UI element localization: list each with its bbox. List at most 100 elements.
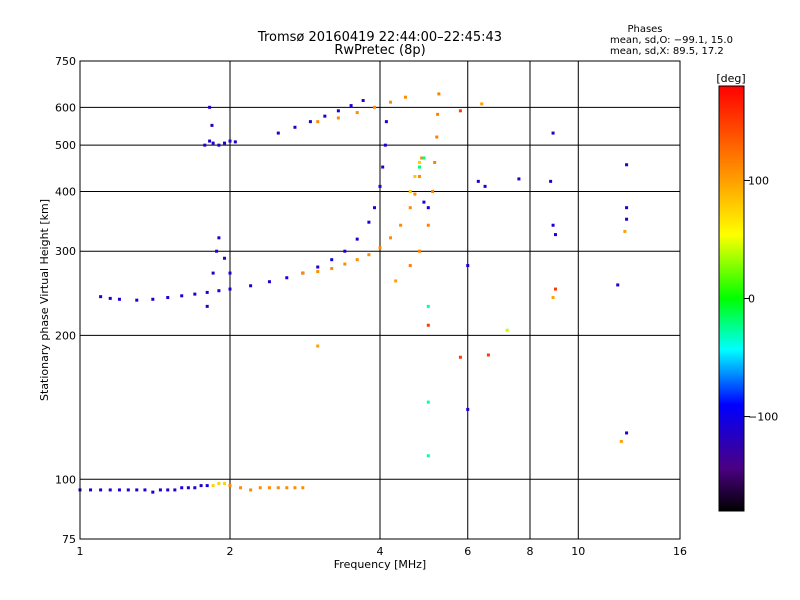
data-point bbox=[285, 276, 289, 280]
data-point bbox=[483, 184, 487, 188]
data-point bbox=[117, 297, 121, 301]
data-point bbox=[384, 120, 388, 124]
data-point bbox=[211, 271, 215, 275]
data-point bbox=[205, 290, 209, 294]
legend-line-x: mean, sd,X: 89.5, 17.2 bbox=[610, 46, 724, 57]
data-point bbox=[135, 298, 139, 302]
data-point bbox=[394, 279, 398, 283]
data-point bbox=[426, 206, 430, 210]
x-ticks: 1 2 4 6 8 10 16 bbox=[77, 545, 688, 558]
data-point bbox=[389, 236, 393, 240]
data-point bbox=[553, 233, 557, 237]
data-point bbox=[367, 220, 371, 224]
data-point bbox=[249, 284, 253, 288]
data-point bbox=[210, 123, 214, 127]
data-point bbox=[108, 296, 112, 300]
data-point bbox=[551, 131, 555, 135]
data-point bbox=[437, 92, 441, 96]
data-point bbox=[505, 328, 509, 332]
data-point bbox=[408, 264, 412, 268]
data-point bbox=[217, 143, 221, 147]
data-point bbox=[223, 141, 227, 145]
data-point bbox=[417, 165, 421, 169]
data-point bbox=[208, 105, 212, 109]
data-point bbox=[211, 141, 215, 145]
data-point bbox=[551, 223, 555, 227]
legend-line-o: mean, sd,O: −99.1, 15.0 bbox=[610, 35, 733, 46]
data-point bbox=[480, 102, 484, 106]
data-point bbox=[422, 200, 426, 204]
data-point bbox=[228, 484, 232, 488]
data-point bbox=[458, 355, 462, 359]
y-tick-label: 100 bbox=[55, 473, 76, 486]
data-point bbox=[208, 139, 212, 143]
x-tick-label: 10 bbox=[571, 545, 585, 558]
data-point bbox=[413, 192, 417, 196]
data-point bbox=[553, 287, 557, 291]
data-point bbox=[267, 486, 271, 490]
data-point bbox=[413, 174, 417, 178]
data-point bbox=[373, 206, 377, 210]
data-point bbox=[330, 258, 334, 262]
colorbar-ticks: 100 0 −100 bbox=[744, 174, 778, 424]
data-point bbox=[293, 486, 297, 490]
data-point bbox=[267, 280, 271, 284]
data-point bbox=[466, 407, 470, 411]
colorbar-tick-label: −100 bbox=[748, 411, 778, 424]
data-point bbox=[223, 256, 227, 260]
data-point bbox=[316, 270, 320, 274]
data-point bbox=[199, 484, 203, 488]
colorbar-label: [deg] bbox=[716, 72, 745, 85]
data-point bbox=[228, 287, 232, 291]
data-point bbox=[293, 125, 297, 129]
data-point bbox=[426, 223, 430, 227]
data-point bbox=[239, 486, 243, 490]
data-point bbox=[316, 344, 320, 348]
data-point bbox=[383, 143, 387, 147]
data-point bbox=[99, 488, 103, 492]
data-point bbox=[323, 114, 327, 118]
y-tick-label: 400 bbox=[55, 185, 76, 198]
colorbar-tick-label: 0 bbox=[748, 293, 755, 306]
data-points bbox=[78, 92, 629, 494]
data-point bbox=[173, 488, 177, 492]
data-point bbox=[143, 488, 147, 492]
grid bbox=[80, 61, 680, 539]
data-point bbox=[549, 179, 553, 183]
data-point bbox=[426, 323, 430, 327]
data-point bbox=[217, 236, 221, 240]
x-tick-label: 1 bbox=[77, 545, 84, 558]
data-point bbox=[301, 271, 305, 275]
chart-subtitle: RwPretec (8p) bbox=[334, 43, 425, 58]
data-point bbox=[420, 156, 424, 160]
data-point bbox=[616, 283, 620, 287]
data-point bbox=[486, 353, 490, 357]
data-point bbox=[625, 206, 629, 210]
data-point bbox=[435, 135, 439, 139]
data-point bbox=[355, 237, 359, 241]
data-point bbox=[151, 490, 155, 494]
plot-frame bbox=[79, 60, 681, 540]
data-point bbox=[408, 189, 412, 193]
data-point bbox=[625, 431, 629, 435]
data-point bbox=[180, 486, 184, 490]
data-point bbox=[217, 481, 221, 485]
data-point bbox=[336, 109, 340, 113]
data-point bbox=[625, 163, 629, 167]
data-point bbox=[316, 265, 320, 269]
data-point bbox=[135, 488, 139, 492]
data-point bbox=[108, 488, 112, 492]
data-point bbox=[433, 160, 437, 164]
data-point bbox=[343, 249, 347, 253]
data-point bbox=[233, 140, 237, 144]
data-point bbox=[158, 488, 162, 492]
data-point bbox=[349, 104, 353, 108]
data-point bbox=[361, 99, 365, 103]
data-point bbox=[330, 267, 334, 271]
data-point bbox=[186, 486, 190, 490]
x-axis-label: Frequency [MHz] bbox=[334, 558, 426, 571]
data-point bbox=[623, 229, 627, 233]
data-point bbox=[336, 116, 340, 120]
data-point bbox=[378, 184, 382, 188]
